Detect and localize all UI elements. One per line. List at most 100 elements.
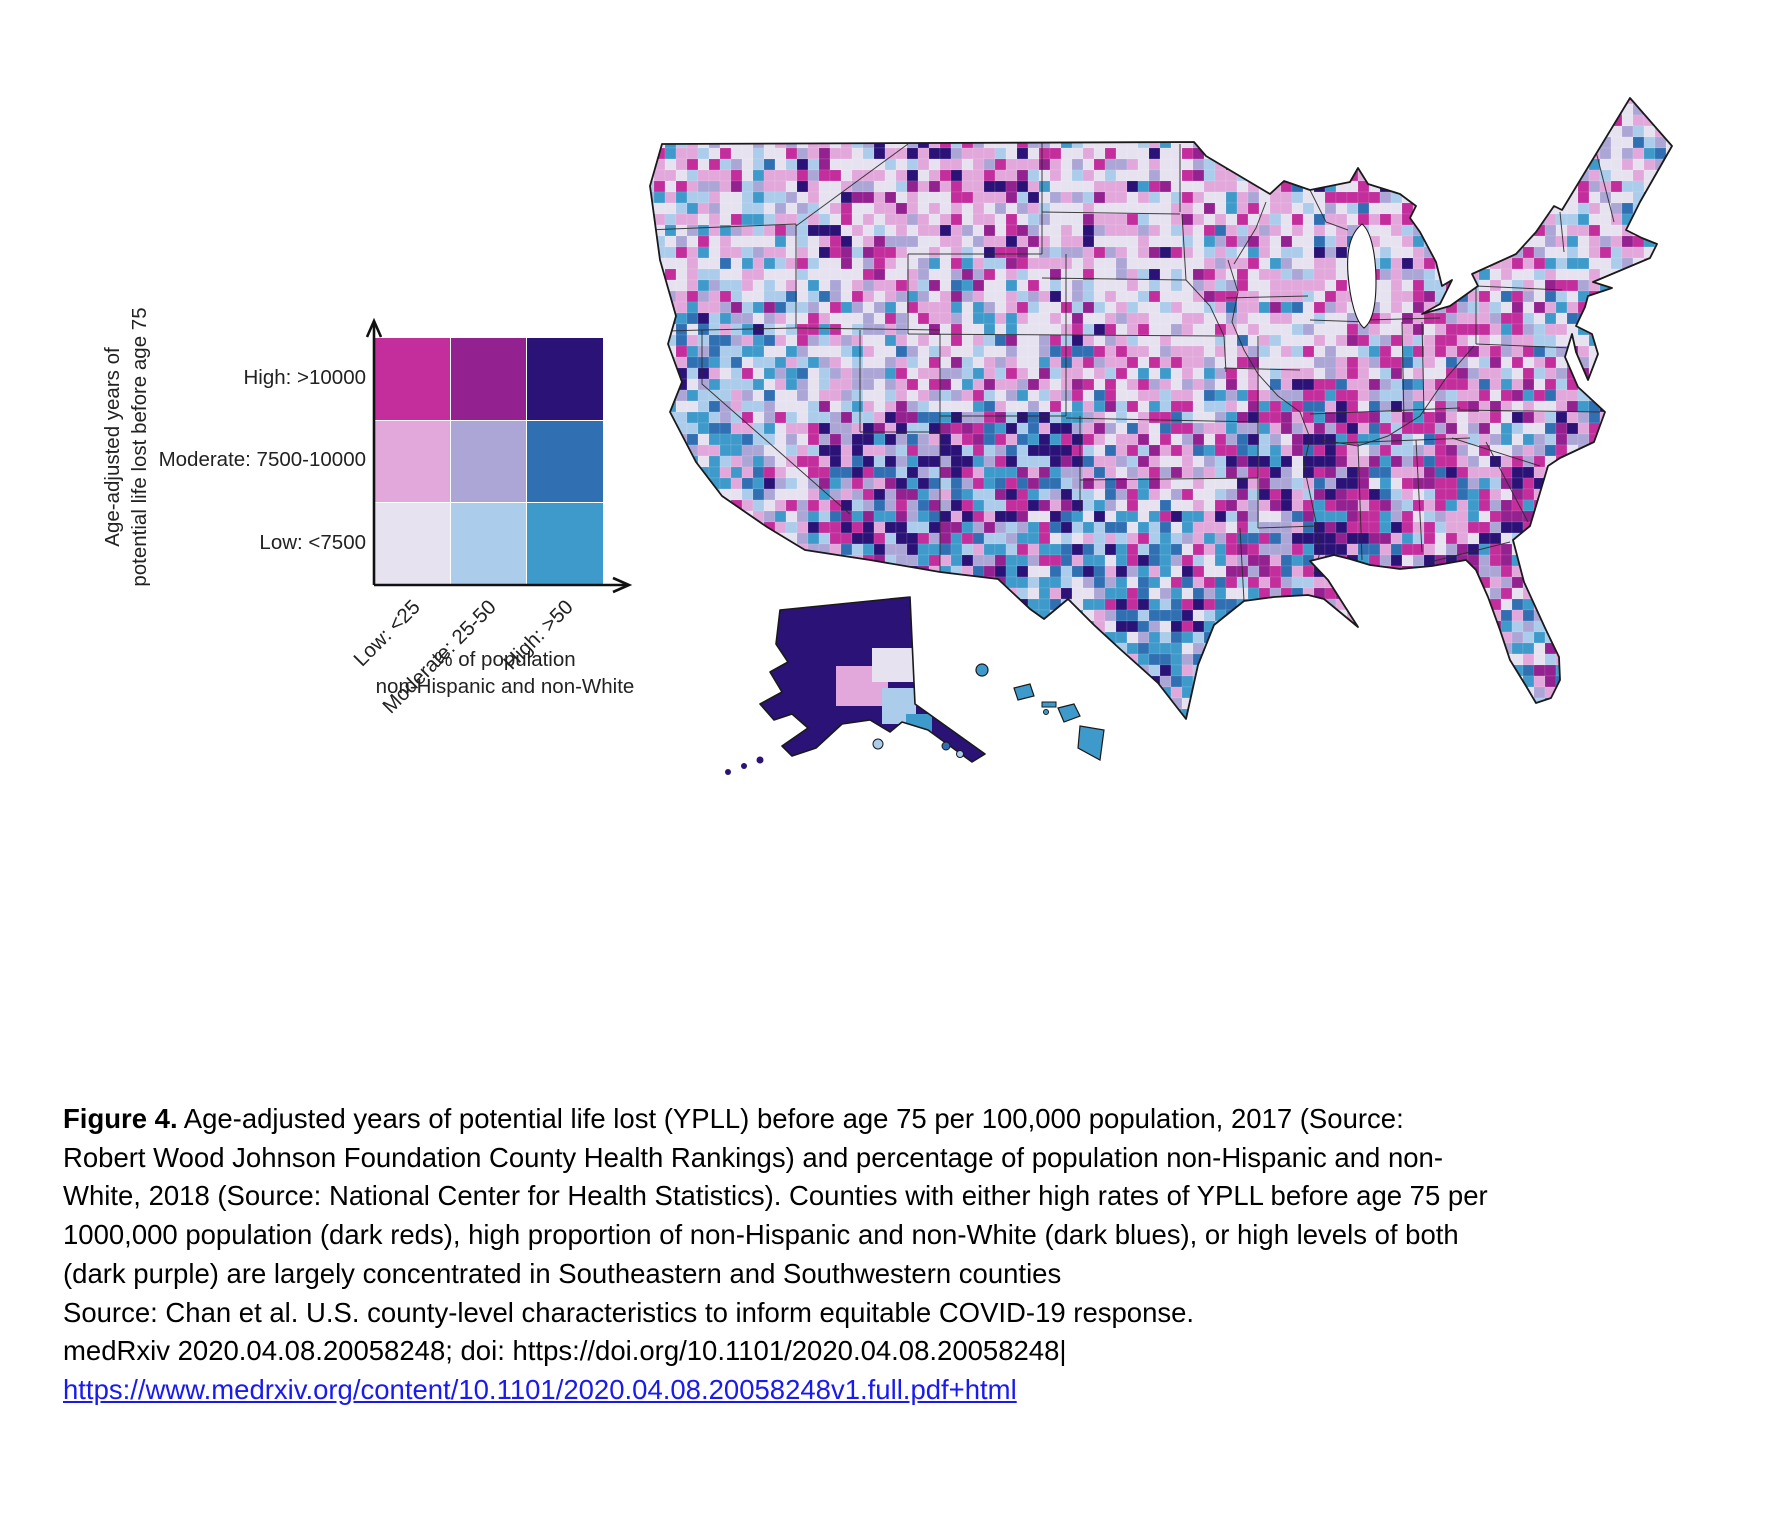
county-cell bbox=[1005, 334, 1018, 347]
caption-link[interactable]: https://www.medrxiv.org/content/10.1101/… bbox=[63, 1373, 1017, 1405]
county-cell bbox=[1489, 180, 1502, 193]
county-cell bbox=[972, 488, 985, 501]
county-cell bbox=[972, 312, 985, 325]
county-cell bbox=[1203, 532, 1216, 545]
county-cell bbox=[1566, 224, 1579, 237]
county-cell bbox=[686, 389, 699, 402]
county-cell bbox=[928, 433, 941, 446]
county-cell bbox=[1159, 620, 1172, 633]
county-cell bbox=[1390, 455, 1403, 468]
county-cell bbox=[818, 378, 831, 391]
county-cell bbox=[1456, 686, 1469, 699]
county-cell bbox=[961, 202, 974, 215]
county-cell bbox=[610, 214, 621, 225]
county-cell bbox=[851, 158, 864, 171]
county-cell bbox=[972, 587, 985, 600]
county-cell bbox=[818, 345, 831, 358]
county-cell bbox=[1170, 224, 1183, 237]
county-cell bbox=[1016, 191, 1029, 204]
county-cell bbox=[1456, 565, 1469, 578]
county-cell bbox=[610, 368, 621, 379]
county-cell bbox=[1049, 466, 1062, 479]
county-cell bbox=[1104, 268, 1117, 281]
county-cell bbox=[1258, 653, 1271, 666]
county-cell bbox=[873, 455, 886, 468]
county-cell bbox=[796, 169, 809, 182]
county-cell bbox=[675, 279, 688, 292]
county-cell bbox=[664, 136, 677, 149]
county-cell bbox=[1181, 664, 1194, 677]
county-cell bbox=[1126, 686, 1139, 699]
county-cell bbox=[1148, 180, 1161, 193]
county-cell bbox=[840, 235, 853, 248]
county-cell bbox=[1126, 422, 1139, 435]
county-cell bbox=[719, 543, 732, 556]
county-cell bbox=[1357, 576, 1370, 589]
county-cell bbox=[1379, 554, 1392, 567]
county-cell bbox=[1423, 411, 1436, 424]
county-cell bbox=[796, 224, 809, 237]
county-cell bbox=[1434, 213, 1447, 226]
county-cell bbox=[621, 500, 632, 511]
county-cell bbox=[851, 488, 864, 501]
county-cell bbox=[1247, 158, 1260, 171]
county-cell bbox=[1247, 246, 1260, 259]
county-cell bbox=[1566, 312, 1579, 325]
county-cell bbox=[1005, 213, 1018, 226]
county-cell bbox=[1236, 631, 1249, 644]
county-cell bbox=[829, 554, 842, 567]
county-cell bbox=[1104, 576, 1117, 589]
county-cell bbox=[851, 290, 864, 303]
county-cell bbox=[1445, 334, 1458, 347]
county-cell bbox=[1544, 532, 1557, 545]
county-cell bbox=[697, 301, 710, 314]
county-cell bbox=[1445, 213, 1458, 226]
county-cell bbox=[1005, 499, 1018, 512]
county-cell bbox=[1038, 235, 1051, 248]
county-cell bbox=[1511, 444, 1524, 457]
county-cell bbox=[1225, 554, 1238, 567]
county-cell bbox=[1401, 224, 1414, 237]
county-cell bbox=[1247, 422, 1260, 435]
county-cell bbox=[1324, 444, 1337, 457]
county-cell bbox=[1610, 477, 1623, 490]
county-cell bbox=[961, 455, 974, 468]
county-cell bbox=[1049, 411, 1062, 424]
county-cell bbox=[1434, 367, 1447, 380]
county-cell bbox=[862, 477, 875, 490]
county-cell bbox=[1445, 345, 1458, 358]
county-cell bbox=[1302, 389, 1315, 402]
county-cell bbox=[818, 554, 831, 567]
county-cell bbox=[1258, 499, 1271, 512]
county-cell bbox=[763, 400, 776, 413]
county-cell bbox=[1203, 279, 1216, 292]
county-cell bbox=[961, 180, 974, 193]
county-cell bbox=[1677, 214, 1688, 225]
county-cell bbox=[1093, 191, 1106, 204]
county-cell bbox=[1005, 466, 1018, 479]
county-cell bbox=[1225, 455, 1238, 468]
county-cell bbox=[1049, 576, 1062, 589]
county-cell bbox=[1236, 301, 1249, 314]
county-cell bbox=[917, 477, 930, 490]
county-cell bbox=[1533, 334, 1546, 347]
county-cell bbox=[1137, 378, 1150, 391]
county-cell bbox=[851, 389, 864, 402]
county-cell bbox=[1071, 433, 1084, 446]
county-cell bbox=[796, 367, 809, 380]
county-cell bbox=[1247, 312, 1260, 325]
county-cell bbox=[1423, 521, 1436, 534]
county-cell bbox=[796, 268, 809, 281]
county-cell bbox=[807, 543, 820, 556]
county-cell bbox=[884, 158, 897, 171]
county-cell bbox=[1313, 246, 1326, 259]
county-cell bbox=[632, 137, 643, 148]
county-cell bbox=[752, 224, 765, 237]
county-cell bbox=[1170, 213, 1183, 226]
county-cell bbox=[1500, 422, 1513, 435]
county-cell bbox=[862, 268, 875, 281]
county-cell bbox=[1049, 554, 1062, 567]
county-cell bbox=[1071, 378, 1084, 391]
county-cell bbox=[884, 312, 897, 325]
county-cell bbox=[774, 521, 787, 534]
